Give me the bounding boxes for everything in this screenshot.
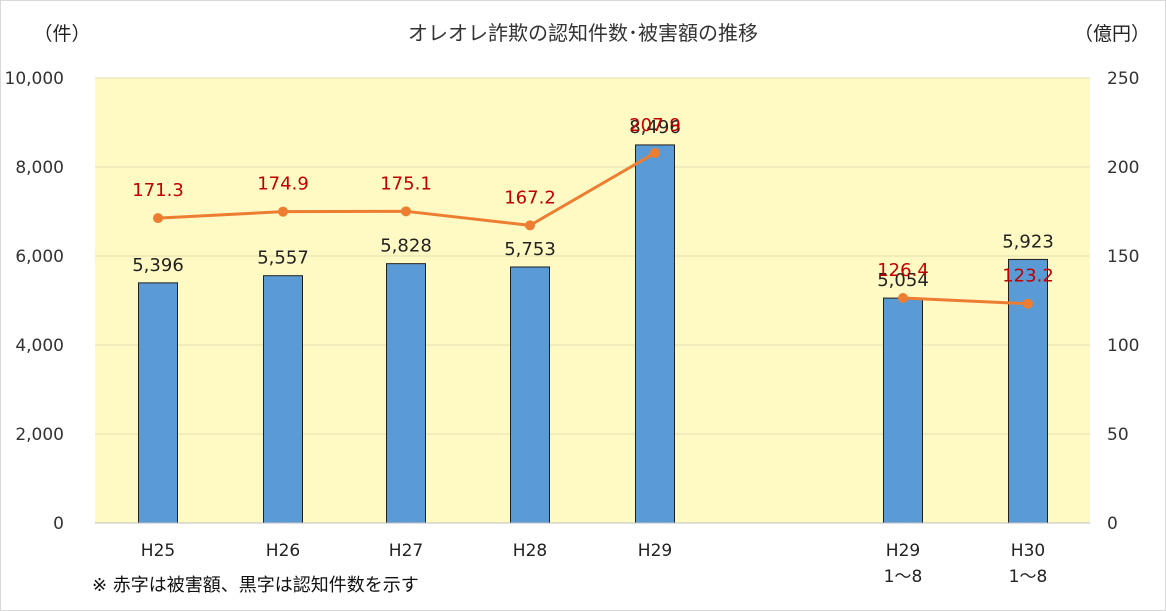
line-series [153,147,1033,309]
right-tick-label: 0 [1107,514,1118,534]
left-axis-unit: （件） [33,23,90,45]
bar [386,263,426,524]
line-point [153,213,163,224]
left-tick-label: 8,000 [15,158,64,178]
bar-series [138,144,1048,524]
line-value-label: 175.1 [380,173,432,194]
category-label: H29 [638,541,672,561]
line-value-label: 126.4 [877,260,929,281]
line-point [898,293,908,304]
left-tick-label: 0 [53,514,64,534]
line-value-label: 167.2 [504,187,556,208]
category-label: H28 [513,541,547,561]
right-tick-label: 50 [1107,425,1129,445]
left-tick-label: 10,000 [5,69,64,89]
right-tick-label: 100 [1107,336,1139,356]
plot-area [95,78,1090,523]
line-point [650,147,660,158]
left-tick-label: 4,000 [15,336,64,356]
line-point [525,220,535,231]
bar-value-label: 5,396 [132,255,184,276]
bar [263,275,303,524]
bar-value-label: 5,054 [877,270,929,291]
bar-value-label: 5,828 [380,236,432,257]
category-label: H25 [141,541,175,561]
category-label: H26 [266,541,300,561]
line-point [278,206,288,217]
data-labels: 5,396 5,557 5,828 5,753 8,496 5,054 5,923 171.3… [132,115,1054,291]
axes: 0 2,000 4,000 6,000 8,000 10,000 0 50 100 150 200 2… [5,69,1140,587]
bar [635,144,675,524]
category-sublabel: 1～8 [884,567,923,587]
line-value-label: 171.3 [132,180,184,201]
bar [138,282,178,524]
bar-value-label: 5,923 [1002,231,1054,252]
chart-title: オレオレ詐欺の認知件数･被害額の推移 [408,21,758,45]
footnote: ※ 赤字は被害額、黒字は認知件数を示す [92,575,419,596]
line-point [1023,298,1033,309]
left-tick-label: 2,000 [15,425,64,445]
category-label: H30 [1011,541,1045,561]
right-axis-unit: （億円） [1074,23,1150,45]
bar-value-label: 8,496 [629,117,681,138]
right-tick-label: 150 [1107,247,1139,267]
bar [883,297,923,524]
category-sublabel: 1～8 [1009,567,1048,587]
right-tick-label: 200 [1107,158,1139,178]
right-tick-label: 250 [1107,69,1139,89]
category-label: H27 [389,541,423,561]
line-segment [902,296,1029,306]
line-value-label: 123.2 [1002,266,1054,287]
left-tick-label: 6,000 [15,247,64,267]
category-label: H29 [886,541,920,561]
line-value-label: 174.9 [257,174,309,195]
bar-value-label: 5,557 [257,248,309,269]
bar-value-label: 5,753 [504,239,556,260]
line-value-label: 207.9 [629,115,681,136]
bar [510,266,550,524]
gridlines [95,77,1090,524]
line-point [401,206,411,217]
